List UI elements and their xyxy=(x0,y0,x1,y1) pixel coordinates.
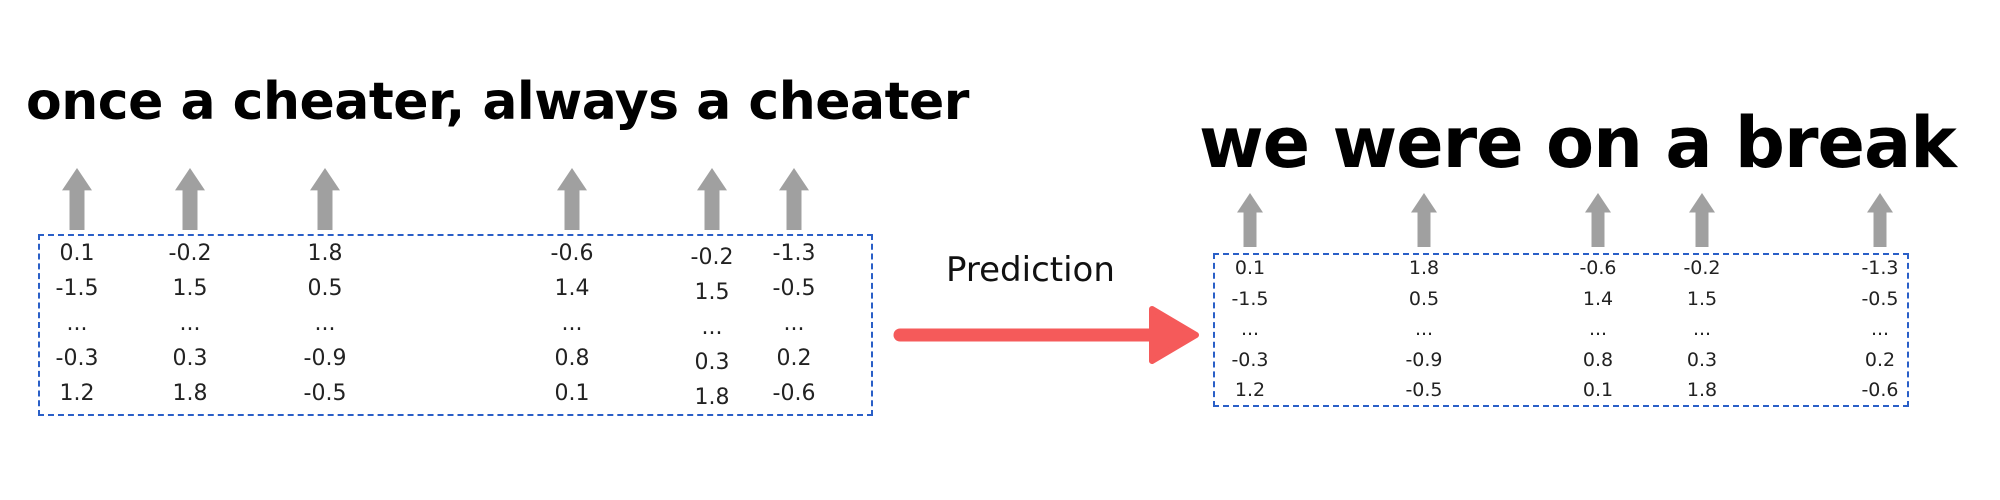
predicted-sentence: we were on a break xyxy=(1199,102,1957,184)
embedding-value: 1.5 xyxy=(1686,287,1718,310)
embedding-value: -1.3 xyxy=(772,241,816,266)
up-arrow-icon xyxy=(1237,193,1265,247)
embedding-value: ... xyxy=(1240,318,1260,340)
embedding-value: ... xyxy=(783,311,805,336)
embedding-value: ... xyxy=(66,311,88,336)
embedding-value: -0.2 xyxy=(1683,257,1721,279)
prediction-arrow-icon xyxy=(890,305,1200,369)
embedding-value: ... xyxy=(1588,318,1608,340)
embedding-value: 0.5 xyxy=(1408,287,1440,310)
embedding-value: 1.2 xyxy=(1234,379,1266,401)
embedding-value: -0.9 xyxy=(303,346,347,371)
embedding-value: -0.6 xyxy=(1579,257,1617,279)
embedding-value: -0.5 xyxy=(772,276,816,301)
source-sentence: once a cheater, always a cheater xyxy=(26,72,969,132)
prediction-label: Prediction xyxy=(946,250,1115,290)
embedding-value: -1.5 xyxy=(1231,287,1269,310)
up-arrow-icon xyxy=(310,168,340,230)
embedding-value: 1.8 xyxy=(1686,379,1718,401)
embedding-value: -1.3 xyxy=(1861,257,1899,279)
embedding-value: -1.5 xyxy=(55,276,99,301)
up-arrow-icon xyxy=(1585,193,1613,247)
embedding-value: ... xyxy=(1414,318,1434,340)
source-embedding-box xyxy=(38,234,873,416)
embedding-value: -0.3 xyxy=(55,346,99,371)
embedding-value: ... xyxy=(314,311,336,336)
up-arrow-icon xyxy=(175,168,205,230)
embedding-value: 0.2 xyxy=(1864,348,1896,371)
embedding-value: 1.8 xyxy=(172,381,208,406)
embedding-value: 0.1 xyxy=(59,241,95,266)
embedding-value: 0.2 xyxy=(776,346,812,371)
embedding-value: -0.2 xyxy=(690,245,734,270)
embedding-value: 1.4 xyxy=(1582,287,1614,310)
predicted-embedding-box xyxy=(1213,253,1909,407)
up-arrow-icon xyxy=(557,168,587,230)
up-arrow-icon xyxy=(1411,193,1439,247)
embedding-value: 0.5 xyxy=(307,276,343,301)
embedding-value: 1.4 xyxy=(554,276,590,301)
up-arrow-icon xyxy=(1689,193,1717,247)
embedding-value: -0.9 xyxy=(1405,348,1443,371)
embedding-value: 1.5 xyxy=(694,280,730,305)
embedding-value: ... xyxy=(561,311,583,336)
embedding-value: 1.8 xyxy=(307,241,343,266)
up-arrow-icon xyxy=(1867,193,1895,247)
embedding-value: ... xyxy=(179,311,201,336)
embedding-value: ... xyxy=(1870,318,1890,340)
embedding-value: -0.6 xyxy=(550,241,594,266)
embedding-value: -0.2 xyxy=(168,241,212,266)
embedding-value: 1.5 xyxy=(172,276,208,301)
embedding-value: 0.3 xyxy=(172,346,208,371)
embedding-value: -0.5 xyxy=(303,381,347,406)
embedding-value: 0.8 xyxy=(554,346,590,371)
up-arrow-icon xyxy=(62,168,92,230)
up-arrow-icon xyxy=(697,168,727,230)
embedding-value: 0.1 xyxy=(554,381,590,406)
embedding-value: 1.8 xyxy=(694,385,730,410)
embedding-value: 0.8 xyxy=(1582,348,1614,371)
embedding-value: 1.8 xyxy=(1408,257,1440,279)
embedding-value: 0.1 xyxy=(1582,379,1614,401)
embedding-value: -0.5 xyxy=(1405,379,1443,401)
embedding-value: 0.1 xyxy=(1234,257,1266,279)
embedding-value: -0.5 xyxy=(1861,287,1899,310)
embedding-value: -0.6 xyxy=(772,381,816,406)
up-arrow-icon xyxy=(779,168,809,230)
embedding-value: -0.3 xyxy=(1231,348,1269,371)
embedding-value: ... xyxy=(701,315,723,340)
embedding-value: -0.6 xyxy=(1861,379,1899,401)
embedding-value: ... xyxy=(1692,318,1712,340)
embedding-value: 1.2 xyxy=(59,381,95,406)
embedding-value: 0.3 xyxy=(694,350,730,375)
embedding-value: 0.3 xyxy=(1686,348,1718,371)
